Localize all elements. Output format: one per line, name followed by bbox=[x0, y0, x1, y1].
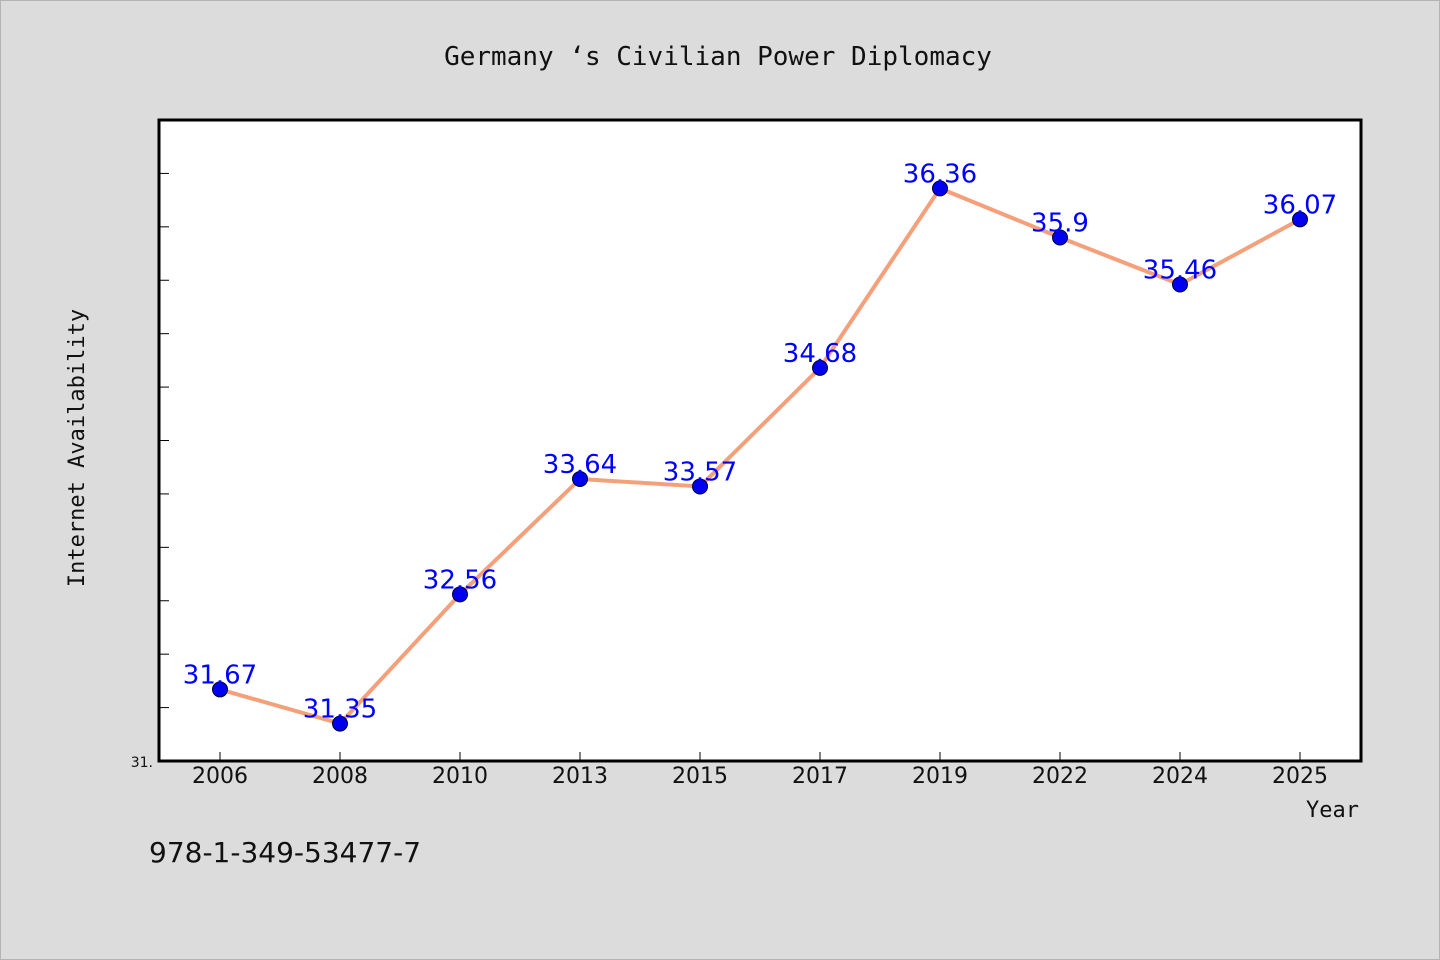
data-label-2017: 34.68 bbox=[783, 339, 857, 369]
x-tick-label: 2013 bbox=[552, 764, 608, 789]
isbn-text: 978-1-349-53477-7 bbox=[149, 836, 421, 869]
data-label-2010: 32.56 bbox=[423, 565, 497, 595]
x-tick-label: 2022 bbox=[1032, 764, 1088, 789]
y-axis-label: Internet Availability bbox=[65, 309, 90, 587]
x-tick-label: 2017 bbox=[792, 764, 848, 789]
y-axis-ticks bbox=[159, 172, 169, 709]
data-label-2022: 35.9 bbox=[1031, 209, 1089, 239]
series-line-group bbox=[218, 186, 1302, 726]
data-point-2010 bbox=[452, 586, 468, 603]
data-point-2017 bbox=[812, 359, 828, 376]
data-label-2024: 35.46 bbox=[1143, 256, 1217, 286]
data-label-2015: 33.57 bbox=[663, 457, 737, 487]
data-label-2006: 31.67 bbox=[183, 660, 257, 690]
data-label-2025: 36.07 bbox=[1263, 190, 1337, 220]
data-point-2008 bbox=[332, 715, 348, 732]
chart-title: Germany ‘s Civilian Power Diplomacy bbox=[444, 42, 992, 72]
data-point-2013 bbox=[572, 470, 588, 487]
x-tick-label: 2015 bbox=[672, 764, 728, 789]
plot-area bbox=[157, 118, 1363, 763]
x-tick-label: 2010 bbox=[432, 764, 488, 789]
x-tick-label: 2024 bbox=[1152, 764, 1208, 789]
x-axis-ticks: 2006 2008 2010 2013 2015 2017 2019 2022 2024 2025 bbox=[192, 752, 1328, 789]
x-tick-label: 2008 bbox=[312, 764, 368, 789]
data-label-2008: 31.35 bbox=[303, 695, 377, 725]
data-label-group: 31.67 31.35 32.56 33.64 33.57 34.68 36.36 35.9 3… bbox=[183, 159, 1337, 724]
marker-group bbox=[212, 180, 1308, 732]
data-point-2025 bbox=[1292, 211, 1308, 228]
series-line bbox=[218, 186, 1302, 726]
x-tick-label: 2019 bbox=[912, 764, 968, 789]
x-axis-label: Year bbox=[1306, 798, 1359, 823]
y-tick-label: 31. bbox=[131, 755, 153, 771]
data-point-2024 bbox=[1172, 276, 1188, 293]
data-point-2019 bbox=[932, 180, 948, 197]
data-point-2015 bbox=[692, 478, 708, 495]
x-tick-label: 2006 bbox=[192, 764, 248, 789]
data-point-2006 bbox=[212, 681, 228, 698]
data-label-2019: 36.36 bbox=[903, 159, 977, 189]
data-label-2013: 33.64 bbox=[543, 450, 617, 480]
data-point-2022 bbox=[1052, 229, 1068, 246]
x-tick-label: 2025 bbox=[1272, 764, 1328, 789]
